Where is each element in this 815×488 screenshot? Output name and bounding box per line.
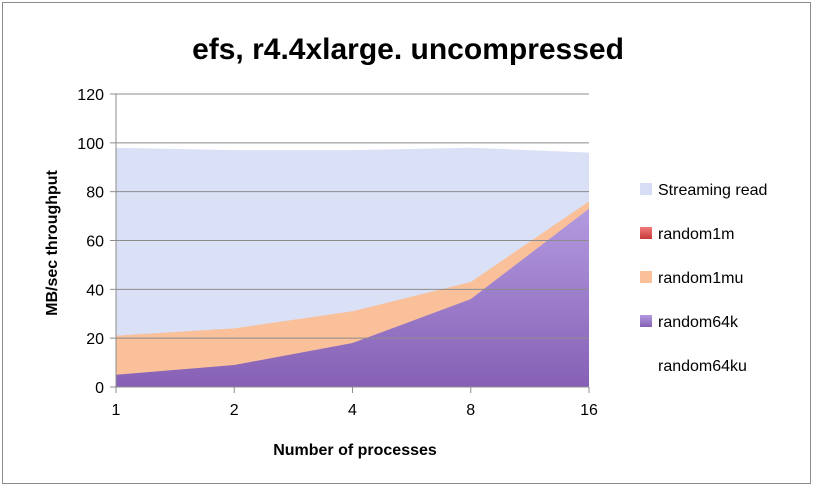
y-axis-label: MB/sec throughput	[44, 169, 61, 315]
x-axis-label: Number of processes	[273, 442, 437, 459]
y-tick-label: 40	[86, 282, 104, 299]
y-tick-label: 100	[77, 136, 104, 153]
y-tick-label: 20	[86, 331, 104, 348]
legend-label-random1m: random1m	[658, 226, 734, 243]
x-tick-label: 2	[230, 402, 239, 419]
area-random64k	[116, 208, 589, 387]
plot-area	[110, 93, 590, 393]
y-tick-label: 60	[86, 234, 104, 251]
legend-label-random1mu: random1mu	[658, 270, 743, 287]
x-tick-label: 1	[112, 402, 121, 419]
legend-label-random64ku: random64ku	[658, 358, 747, 375]
x-axis-ticks: 1 2 4 8 16	[112, 402, 598, 419]
y-tick-label: 80	[86, 185, 104, 202]
legend-label-streaming-read: Streaming read	[658, 182, 767, 199]
legend-swatch-streaming-read	[640, 183, 652, 195]
legend-swatch-random1m	[640, 227, 652, 239]
legend-swatch-random64k	[640, 315, 652, 327]
legend: Streaming read random1m random1mu random64k…	[640, 182, 767, 375]
legend-swatch-random1mu	[640, 271, 652, 283]
x-tick-label: 16	[580, 402, 598, 419]
x-tick-label: 4	[348, 402, 357, 419]
x-tick-label: 8	[466, 402, 475, 419]
chart: efs, r4.4xlarge. uncompressed 0 20 40 60 80 1…	[44, 33, 767, 459]
y-tick-label: 0	[95, 380, 104, 397]
y-axis-ticks: 0 20 40 60 80 100 120	[77, 87, 104, 397]
y-tick-label: 120	[77, 87, 104, 104]
legend-swatch-random64ku	[640, 359, 652, 371]
legend-label-random64k: random64k	[658, 314, 739, 331]
chart-title: efs, r4.4xlarge. uncompressed	[192, 33, 624, 66]
